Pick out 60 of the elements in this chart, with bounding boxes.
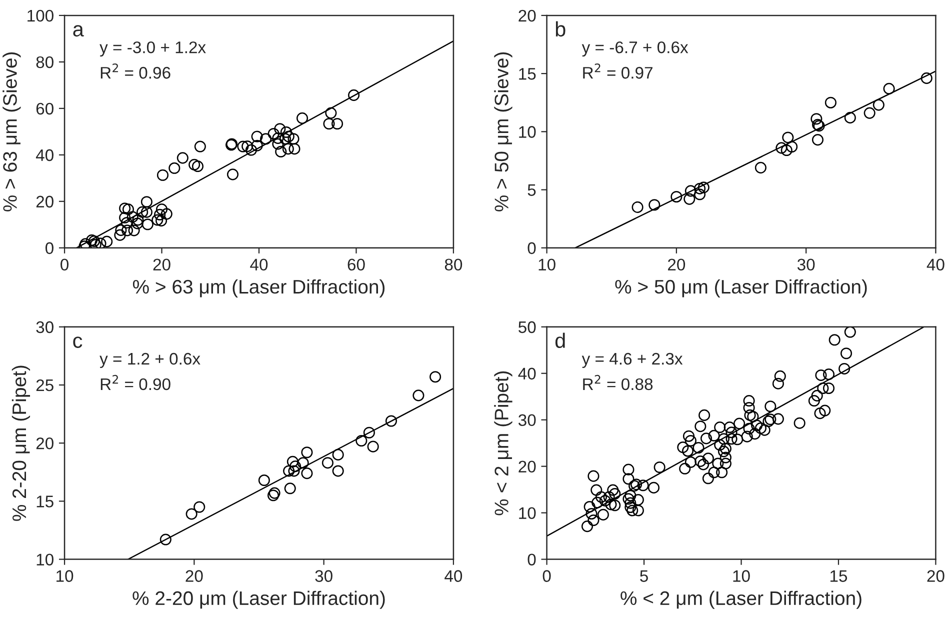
y-tick-label: 60: [36, 102, 54, 115]
y-tick-label: 15: [519, 68, 536, 80]
y-axis-title: % < 2 μm (Pipet): [494, 371, 512, 516]
y-tick-label: 20: [36, 437, 54, 450]
x-tick-label: 0: [542, 570, 551, 582]
y-tick-label: 0: [528, 242, 536, 254]
annotation: c: [73, 336, 82, 348]
x-tick-label: 10: [538, 258, 556, 271]
y-tick-label: 25: [36, 379, 54, 392]
y-tick-label: 20: [36, 196, 54, 208]
x-tick-label: 5: [640, 570, 648, 582]
x-tick-label: 20: [186, 570, 203, 582]
annotation: R$^{2}$ = 0.88: [583, 374, 653, 390]
x-tick-label: 20: [668, 258, 686, 271]
x-tick-label: 30: [797, 258, 815, 271]
y-axis-title: % > 50 μm (Sieve): [494, 52, 512, 212]
y-tick-label: 80: [36, 56, 54, 68]
y-tick-label: 40: [36, 149, 54, 162]
annotation: R$^{2}$ = 0.96: [100, 63, 170, 79]
y-axis-title: % > 63 μm (Sieve): [2, 52, 21, 212]
y-tick-label: 50: [518, 321, 536, 334]
y-tick-label: 15: [36, 496, 54, 508]
y-tick-label: 30: [36, 321, 54, 334]
x-tick-label: 40: [250, 258, 268, 271]
x-axis-title: % < 2 μm (Laser Diffraction): [620, 590, 862, 609]
x-axis-title: % 2-20 μm (Laser Diffraction): [132, 590, 385, 609]
annotation: d: [555, 332, 565, 348]
x-tick-label: 10: [733, 570, 750, 582]
x-tick-label: 40: [444, 570, 462, 582]
y-tick-label: 5: [528, 184, 536, 196]
annotation: y = -3.0 + 1.2x: [100, 41, 206, 57]
annotation: a: [73, 25, 84, 37]
annotation: y = 1.2 + 0.6x: [100, 352, 200, 368]
x-tick-label: 0: [60, 258, 69, 271]
y-axis-title: % 2-20 μm (Pipet): [12, 366, 30, 521]
x-tick-label: 20: [927, 570, 944, 582]
y-tick-label: 40: [518, 368, 536, 380]
x-tick-label: 20: [153, 258, 170, 271]
y-tick-label: 20: [518, 10, 536, 22]
annotation: R$^{2}$ = 0.90: [100, 374, 170, 390]
x-tick-label: 30: [315, 570, 332, 582]
y-tick-label: 10: [36, 554, 54, 566]
y-tick-label: 0: [528, 554, 536, 566]
annotation: y = 4.6 + 2.3x: [582, 352, 683, 368]
x-tick-label: 40: [926, 258, 944, 271]
y-tick-label: 30: [518, 414, 536, 426]
annotation: b: [556, 21, 566, 37]
x-tick-label: 10: [56, 570, 74, 582]
y-tick-label: 10: [519, 507, 536, 520]
x-axis-title: % > 63 μm (Laser Diffraction): [132, 279, 385, 298]
annotation: R$^{2}$ = 0.97: [583, 63, 652, 79]
y-tick-label: 10: [519, 126, 536, 138]
x-tick-label: 15: [830, 570, 848, 582]
x-tick-label: 80: [444, 258, 462, 271]
y-tick-label: 0: [46, 242, 54, 254]
x-axis-title: % > 50 μm (Laser Diffraction): [615, 279, 867, 298]
x-tick-label: 60: [348, 258, 365, 271]
y-tick-label: 20: [518, 460, 536, 473]
annotation: y = -6.7 + 0.6x: [582, 41, 688, 57]
y-tick-label: 100: [28, 10, 54, 22]
